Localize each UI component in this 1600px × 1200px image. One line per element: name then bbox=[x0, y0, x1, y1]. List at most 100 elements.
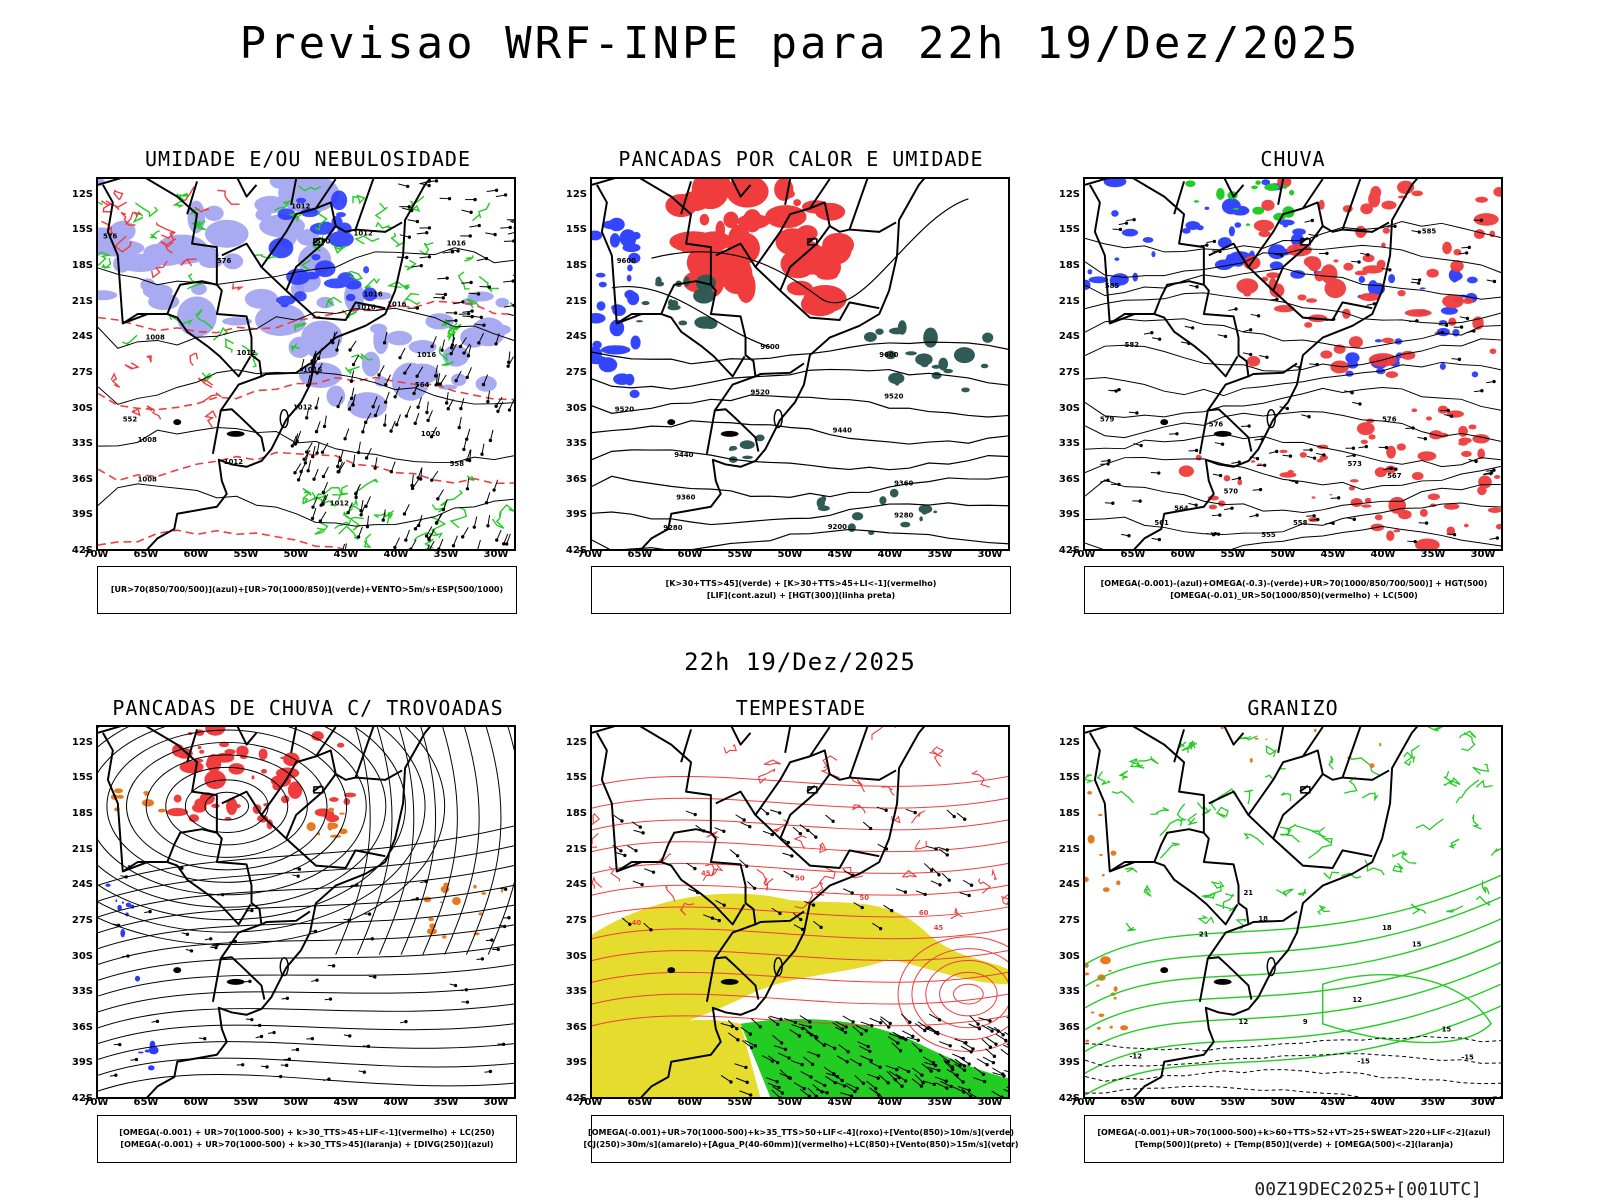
lat-tick-label: 15S bbox=[565, 224, 587, 236]
contour-label: 1016 bbox=[417, 351, 436, 359]
contour-label: 50 bbox=[795, 874, 805, 882]
legend-line: [OMEGA(-0.001) + UR>70(1000-500) + k>30_… bbox=[119, 1128, 495, 1137]
map-umidade: 1012 1012 1016 1016 1016 1008 1012 1016 1016 1020… bbox=[96, 177, 516, 551]
contour-label: 1012 bbox=[293, 404, 312, 412]
lon-tick-label: 70W bbox=[577, 1097, 603, 1108]
map-canvas: 1012 1012 1016 1016 1016 1008 1012 1016 1016 1020… bbox=[98, 179, 514, 549]
lon-tick-label: 60W bbox=[677, 1097, 703, 1108]
lon-tick-label: 50W bbox=[1270, 549, 1296, 560]
panel-title-pancadas-calor: PANCADAS POR CALOR E UMIDADE bbox=[618, 147, 984, 171]
lon-tick-label: 55W bbox=[1220, 1097, 1246, 1108]
lat-tick-label: 12S bbox=[1058, 188, 1080, 200]
lat-tick-label: 18S bbox=[71, 260, 93, 272]
lat-tick-label: 30S bbox=[1058, 950, 1080, 962]
lat-tick-label: 42S bbox=[565, 1093, 587, 1104]
lon-tick-label: 70W bbox=[577, 549, 603, 560]
lon-tick-label: 60W bbox=[1170, 1097, 1196, 1108]
lon-tick-label: 55W bbox=[233, 549, 259, 560]
legend-chuva: [OMEGA(-0.001)-(azul)+OMEGA(-0.3)-(verde… bbox=[1084, 566, 1504, 614]
contour-label: 1012 bbox=[354, 229, 373, 237]
lat-tick-label: 39S bbox=[565, 1057, 587, 1069]
lat-tick-label: 33S bbox=[565, 986, 587, 998]
lat-tick-label: 39S bbox=[1058, 1057, 1080, 1069]
legend-line: [LIF](cont.azul) + [HGT(300)](linha pret… bbox=[706, 591, 896, 600]
contour-label: 9520 bbox=[615, 405, 634, 413]
lat-tick-label: 27S bbox=[565, 366, 587, 378]
lat-tick-label: 30S bbox=[565, 402, 587, 414]
contour-label: 582 bbox=[1125, 341, 1140, 349]
lat-tick-label: 12S bbox=[71, 188, 93, 200]
lon-tick-label: 60W bbox=[183, 549, 209, 560]
lat-tick-label: 24S bbox=[1058, 879, 1080, 891]
contour-label: 567 bbox=[1387, 472, 1402, 480]
lat-tick-label: 36S bbox=[1058, 1021, 1080, 1033]
contour-label: 1008 bbox=[146, 333, 165, 341]
lon-tick-label: 60W bbox=[183, 1097, 209, 1108]
lat-tick-label: 12S bbox=[71, 736, 93, 748]
contour-label: 1012 bbox=[291, 203, 310, 211]
legend-line: [OMEGA(-0.01)_UR>50(1000/850)(vermelho) … bbox=[1170, 591, 1418, 600]
lon-tick-label: 40W bbox=[383, 549, 409, 560]
contour-label: 1016 bbox=[447, 239, 466, 247]
lat-tick-label: 21S bbox=[71, 843, 93, 855]
contour-label: 1012 bbox=[330, 499, 349, 507]
legend-line: [OMEGA(-0.001)-(azul)+OMEGA(-0.3)-(verde… bbox=[1100, 579, 1488, 588]
lat-tick-label: 33S bbox=[1058, 986, 1080, 998]
legend-umidade: [UR>70(850/700/500)](azul)+[UR>70(1000/8… bbox=[97, 566, 517, 614]
lon-tick-label: 45W bbox=[827, 549, 853, 560]
contour-label: -15 bbox=[1461, 1053, 1474, 1061]
lat-tick-label: 24S bbox=[565, 331, 587, 343]
lon-tick-label: 55W bbox=[727, 549, 753, 560]
contour-label: 1016 bbox=[357, 304, 376, 312]
lon-tick-label: 50W bbox=[283, 549, 309, 560]
map-tempestade: 40 45 50 60 50 45 bbox=[590, 725, 1010, 1099]
contour-label: 576 bbox=[217, 257, 232, 265]
lon-tick-label: 35W bbox=[1420, 549, 1446, 560]
lon-tick-label: 45W bbox=[333, 1097, 359, 1108]
lon-tick-label: 55W bbox=[727, 1097, 753, 1108]
lon-tick-label: 35W bbox=[433, 549, 459, 560]
contour-label: 585 bbox=[1422, 227, 1437, 235]
lat-tick-label: 30S bbox=[71, 950, 93, 962]
lon-tick-label: 45W bbox=[1320, 1097, 1346, 1108]
contour-label: 9360 bbox=[676, 494, 695, 502]
lat-tick-label: 24S bbox=[1058, 331, 1080, 343]
legend-granizo: [OMEGA(-0.001)+UR>70(1000-500)+k>60+TTS>… bbox=[1084, 1115, 1504, 1163]
lon-tick-label: 45W bbox=[1320, 549, 1346, 560]
lat-tick-label: 27S bbox=[71, 914, 93, 926]
contour-label: 579 bbox=[1100, 415, 1115, 423]
lon-tick-label: 70W bbox=[1070, 1097, 1096, 1108]
lat-tick-label: 42S bbox=[1058, 1093, 1080, 1104]
contour-label: 1012 bbox=[237, 349, 256, 357]
lat-tick-label: 24S bbox=[565, 879, 587, 891]
legend-pancadas-trovoadas: [OMEGA(-0.001) + UR>70(1000-500) + k>30_… bbox=[97, 1115, 517, 1163]
legend-line: [OMEGA(-0.001)+UR>70(1000-500)+k>60+TTS>… bbox=[1097, 1128, 1491, 1137]
lat-tick-label: 30S bbox=[71, 402, 93, 414]
panel-title-tempestade: TEMPESTADE bbox=[735, 696, 867, 720]
lon-tick-label: 50W bbox=[777, 1097, 803, 1108]
lon-tick-label: 65W bbox=[133, 1097, 159, 1108]
lat-tick-label: 36S bbox=[1058, 473, 1080, 485]
lon-tick-label: 65W bbox=[1120, 549, 1146, 560]
contour-label: 564 bbox=[415, 381, 430, 389]
legend-tempestade: [OMEGA(-0.001)+UR>70(1000-500)+k>35_TTS>… bbox=[583, 1115, 1019, 1163]
lon-tick-label: 30W bbox=[977, 1097, 1003, 1108]
lon-tick-label: 55W bbox=[1220, 549, 1246, 560]
legend-line: [CJ(250)>30m/s](amarelo)+[Agua_P(40-60mm… bbox=[583, 1140, 1019, 1149]
contour-label: 1012 bbox=[224, 458, 243, 466]
map-pancadas-calor: 9600 9520 9600 9520 9520 9600 9440 9440 9360 9360… bbox=[590, 177, 1010, 551]
lat-tick-label: 18S bbox=[1058, 808, 1080, 820]
lat-tick-label: 39S bbox=[71, 509, 93, 521]
contour-label: 558 bbox=[1293, 519, 1308, 527]
lat-tick-label: 12S bbox=[1058, 736, 1080, 748]
lat-tick-label: 27S bbox=[565, 914, 587, 926]
map-canvas bbox=[98, 727, 514, 1097]
lon-tick-label: 30W bbox=[483, 1097, 509, 1108]
contour-label: 558 bbox=[450, 460, 465, 468]
contour-label: 1016 bbox=[387, 301, 406, 309]
lon-tick-label: 60W bbox=[1170, 549, 1196, 560]
lon-tick-label: 50W bbox=[1270, 1097, 1296, 1108]
lat-tick-label: 15S bbox=[71, 224, 93, 236]
contour-label: 1008 bbox=[138, 436, 157, 444]
